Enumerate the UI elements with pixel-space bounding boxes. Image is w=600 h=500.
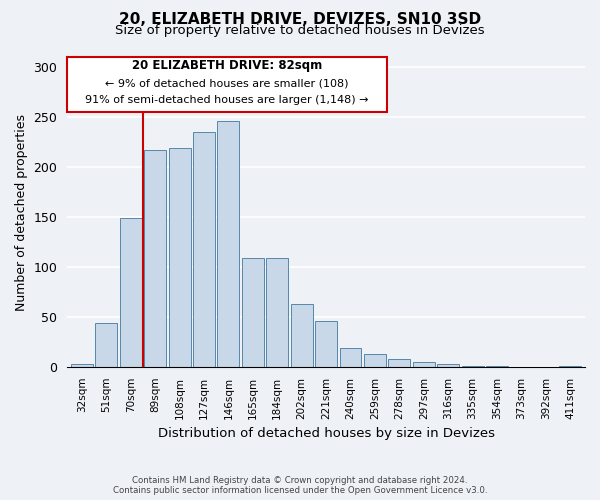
- Bar: [437, 364, 459, 367]
- Bar: [461, 366, 484, 367]
- Bar: [559, 366, 581, 367]
- Bar: [193, 132, 215, 367]
- Bar: [71, 364, 93, 367]
- Bar: [169, 148, 191, 367]
- Text: 20 ELIZABETH DRIVE: 82sqm: 20 ELIZABETH DRIVE: 82sqm: [132, 59, 322, 72]
- Text: ← 9% of detached houses are smaller (108): ← 9% of detached houses are smaller (108…: [106, 78, 349, 88]
- Bar: [290, 304, 313, 367]
- Bar: [242, 258, 264, 367]
- Bar: [340, 348, 361, 367]
- Bar: [364, 354, 386, 367]
- Text: Contains HM Land Registry data © Crown copyright and database right 2024.
Contai: Contains HM Land Registry data © Crown c…: [113, 476, 487, 495]
- Y-axis label: Number of detached properties: Number of detached properties: [15, 114, 28, 310]
- Bar: [144, 150, 166, 367]
- Bar: [388, 359, 410, 367]
- Text: 20, ELIZABETH DRIVE, DEVIZES, SN10 3SD: 20, ELIZABETH DRIVE, DEVIZES, SN10 3SD: [119, 12, 481, 28]
- Bar: [413, 362, 435, 367]
- Bar: [119, 218, 142, 367]
- Text: Size of property relative to detached houses in Devizes: Size of property relative to detached ho…: [115, 24, 485, 37]
- Text: 91% of semi-detached houses are larger (1,148) →: 91% of semi-detached houses are larger (…: [85, 95, 369, 105]
- Bar: [486, 366, 508, 367]
- Bar: [217, 122, 239, 367]
- Bar: [315, 321, 337, 367]
- Bar: [266, 258, 288, 367]
- X-axis label: Distribution of detached houses by size in Devizes: Distribution of detached houses by size …: [158, 427, 494, 440]
- Bar: [95, 323, 117, 367]
